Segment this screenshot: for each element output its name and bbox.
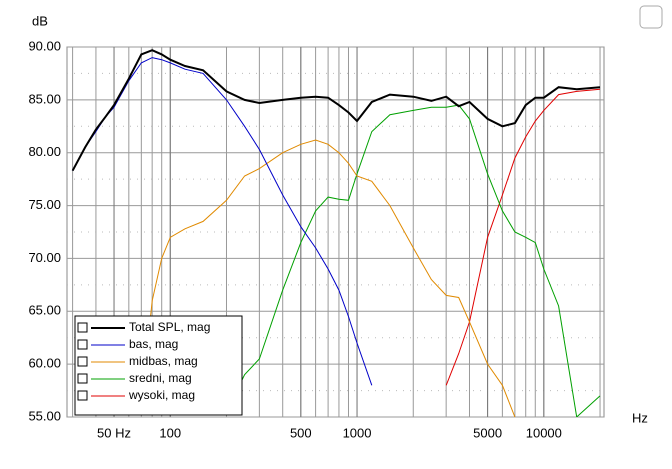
legend-checkbox — [77, 356, 88, 367]
legend-label: midbas, mag — [129, 354, 198, 368]
legend-checkbox — [77, 373, 88, 384]
legend-box — [74, 315, 243, 416]
legend-checkbox — [77, 339, 88, 350]
legend-label: wysoki, mag — [128, 388, 195, 402]
y-axis-label: dB — [32, 13, 48, 28]
x-tick-label: 10000 — [526, 425, 562, 440]
legend: Total SPL, mag bas, mag midbas, mag sredni,… — [74, 315, 243, 416]
x-tick-label: 50 Hz — [97, 425, 131, 440]
y-tick-label: 60.00 — [28, 356, 61, 371]
y-tick-label: 55.00 — [28, 408, 61, 423]
series-line — [226, 104, 601, 417]
x-axis-label: Hz — [632, 410, 648, 425]
y-tick-label: 90.00 — [28, 38, 61, 53]
series-line — [71, 49, 601, 172]
legend-checkbox — [77, 322, 88, 333]
x-tick-label: 5000 — [473, 425, 502, 440]
x-tick-label: 1000 — [343, 425, 372, 440]
lines — [71, 49, 601, 417]
series-line — [445, 88, 601, 386]
y-tick-label: 75.00 — [28, 197, 61, 212]
y-tick-label: 80.00 — [28, 144, 61, 159]
y-tick-label: 65.00 — [28, 303, 61, 318]
legend-label: sredni, mag — [129, 371, 192, 385]
x-tick-label: 100 — [159, 425, 181, 440]
y-tick-label: 70.00 — [28, 250, 61, 265]
y-tick-label: 85.00 — [28, 91, 61, 106]
series-line — [140, 139, 516, 417]
legend-label: bas, mag — [129, 337, 178, 351]
x-tick-label: 500 — [290, 425, 312, 440]
legend-checkbox — [77, 390, 88, 401]
corner-button[interactable] — [639, 5, 663, 29]
legend-label: Total SPL, mag — [129, 320, 210, 334]
